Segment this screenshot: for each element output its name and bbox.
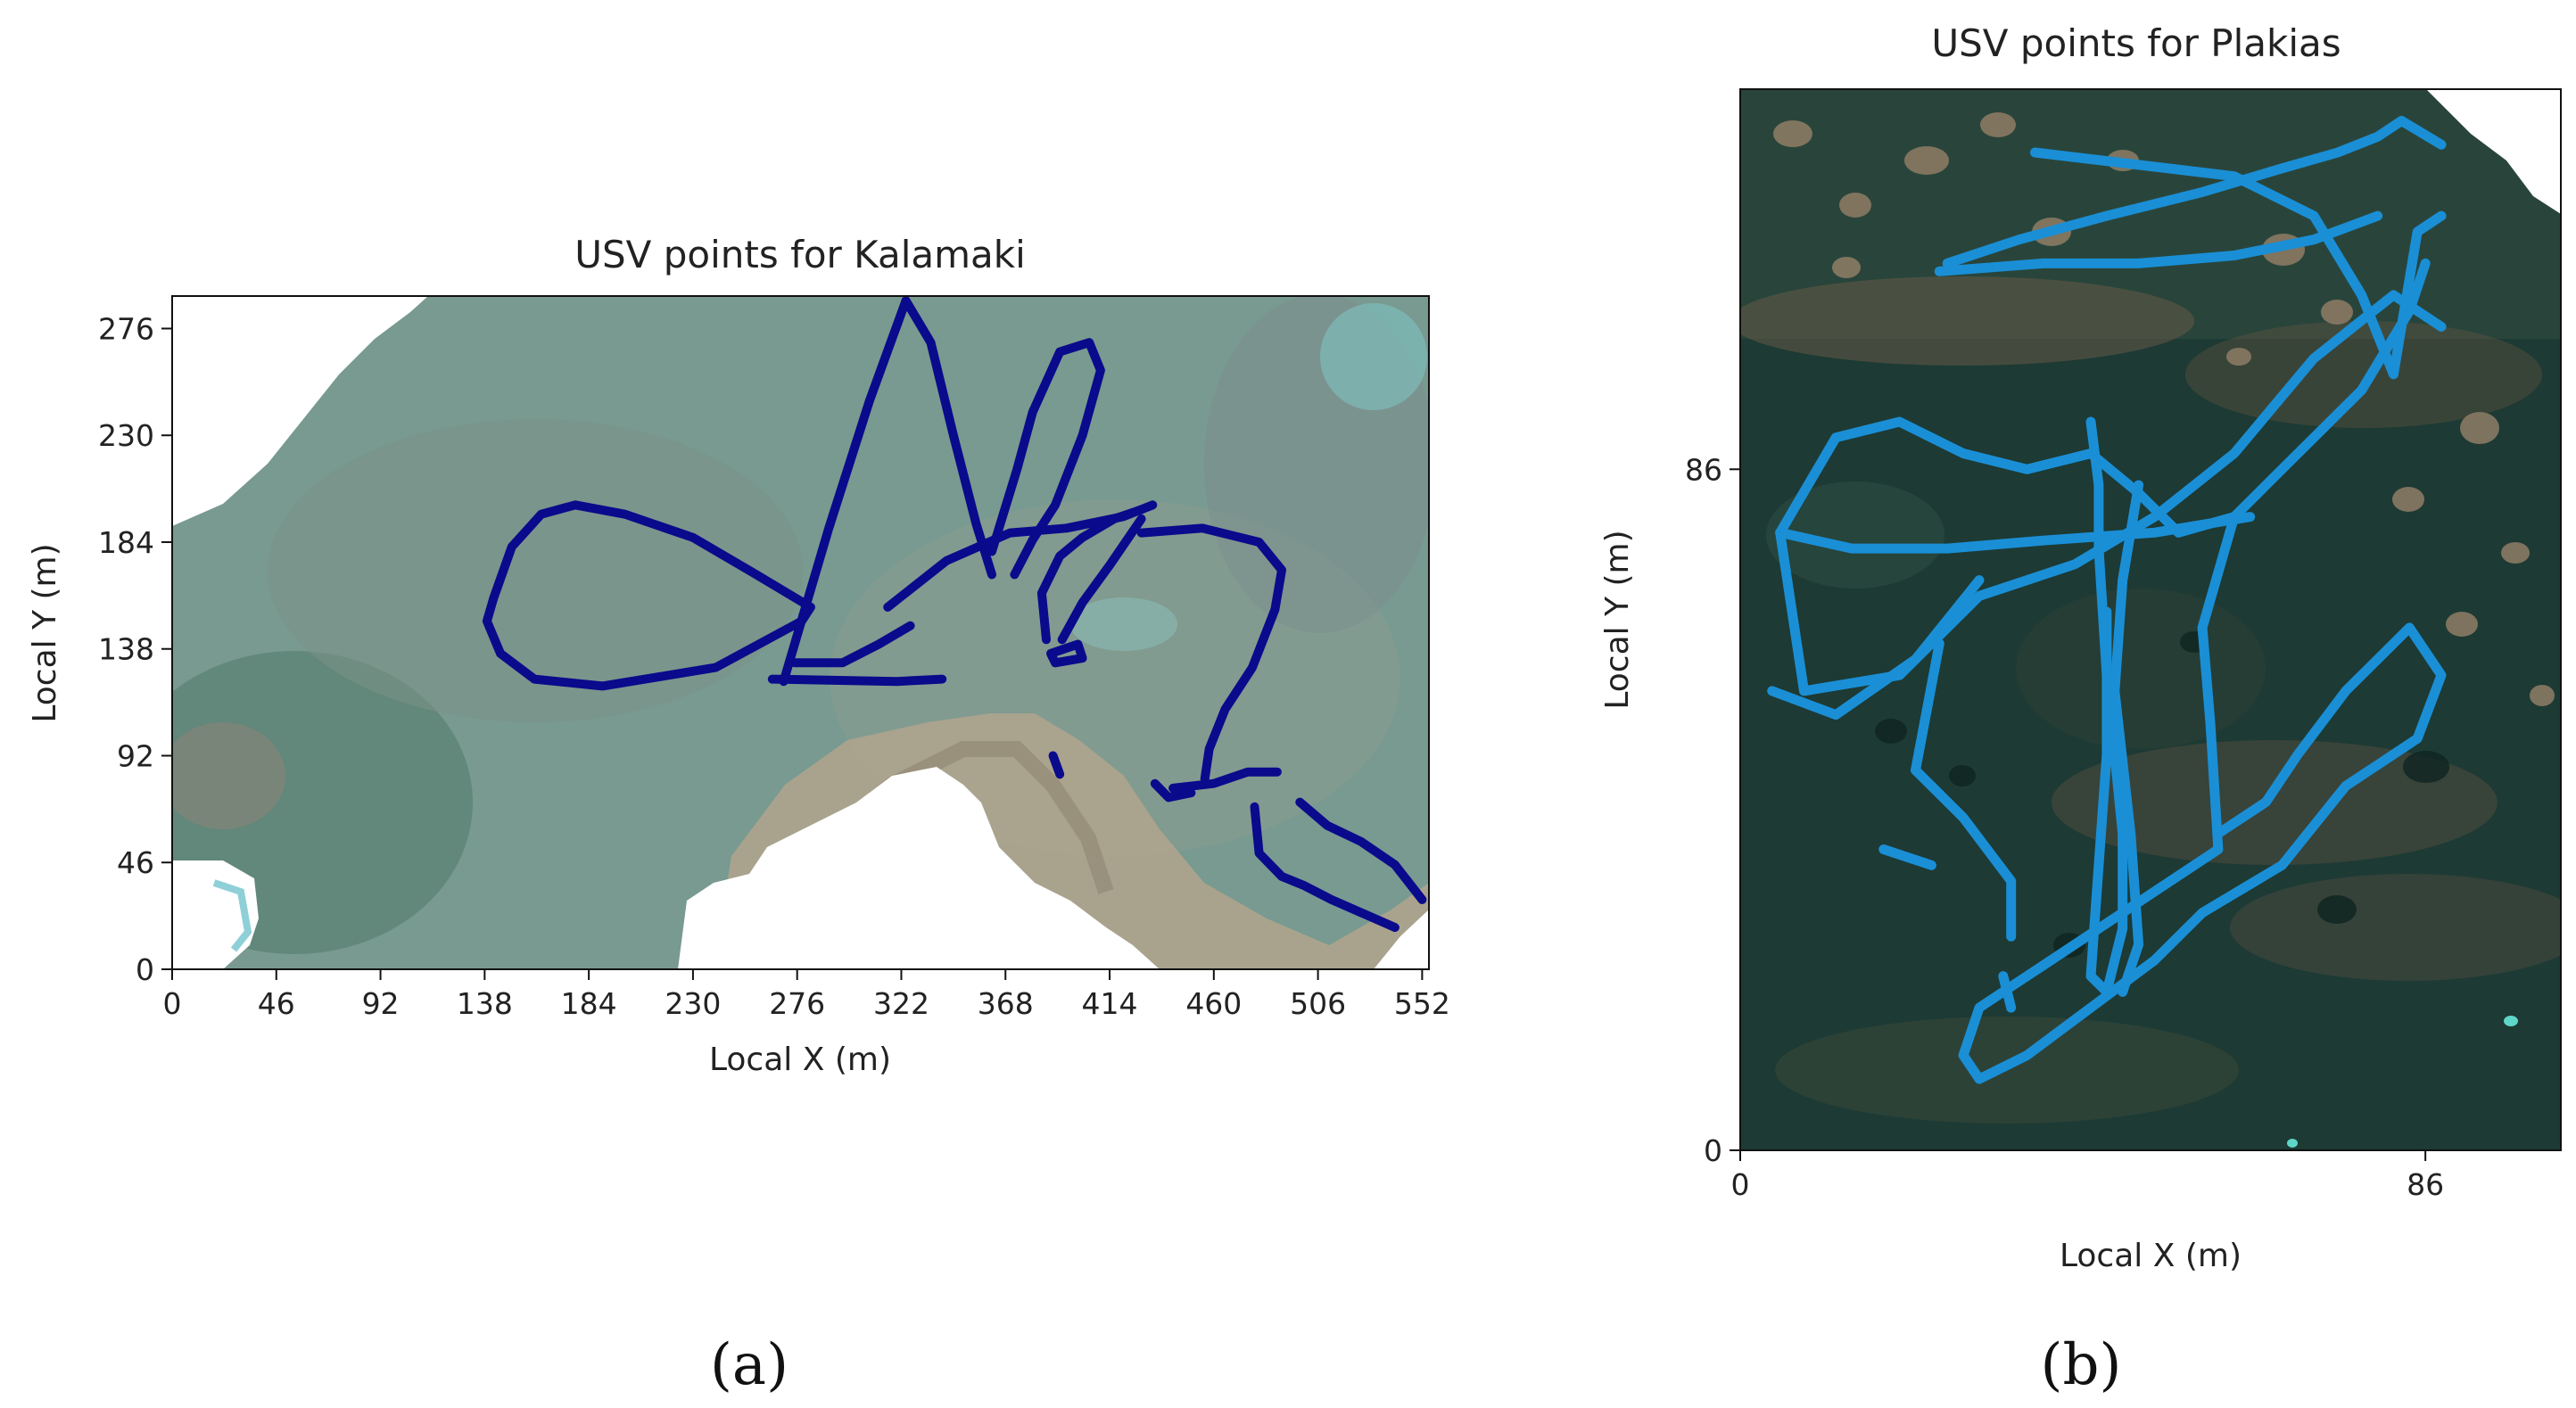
x-tick-label: 460	[1185, 986, 1242, 1021]
y-tick-label: 46	[117, 845, 154, 880]
x-tick-label: 322	[873, 986, 929, 1021]
x-tick-label: 506	[1290, 986, 1346, 1021]
y-tick-label: 276	[98, 311, 154, 346]
no-data-area	[172, 296, 428, 526]
y-tick-label: 92	[117, 738, 154, 773]
usv-track-kalamaki-2	[767, 674, 947, 687]
x-tick-label: 86	[2407, 1167, 2444, 1202]
x-axis-label-plakias: Local X (m)	[2060, 1238, 2242, 1274]
axes-frame	[1739, 88, 2562, 1151]
chart-kalamaki: USV points for Kalamaki 0 46 92 138 184 230 27…	[27, 233, 1450, 1398]
usv-track-plakias-2	[2030, 147, 2447, 380]
x-tick-label: 552	[1394, 986, 1450, 1021]
chart-title-plakias: USV points for Plakias	[1931, 21, 2341, 65]
usv-track-kalamaki-10	[1168, 767, 1282, 793]
ticks-plakias: 0 86 0 86	[1685, 452, 2444, 1202]
axes-frame	[171, 295, 1430, 970]
usv-track-kalamaki-13	[1295, 797, 1427, 904]
track-group-plakias	[1767, 116, 2447, 1084]
usv-track-kalamaki-11	[1150, 778, 1196, 803]
usv-track-plakias-3	[1775, 258, 2447, 696]
panel-label-b: (b)	[2041, 1332, 2122, 1398]
y-tick-label: 138	[98, 632, 154, 667]
usv-track-kalamaki-14	[1048, 751, 1065, 779]
panel-label-a: (a)	[710, 1332, 788, 1398]
usv-track-kalamaki-9	[1136, 523, 1286, 784]
y-tick-label: 86	[1685, 452, 1722, 487]
usv-track-plakias-8	[1958, 512, 2447, 1084]
usv-track-kalamaki-8	[1046, 639, 1087, 668]
x-tick-label: 184	[561, 986, 617, 1021]
x-axis-label-kalamaki: Local X (m)	[709, 1042, 891, 1078]
usv-track-kalamaki-3	[790, 621, 915, 668]
usv-track-plakias-0	[1942, 116, 2447, 268]
x-tick-label: 368	[978, 986, 1034, 1021]
usv-track-kalamaki-12	[1250, 802, 1399, 933]
y-axis-label-plakias: Local Y (m)	[1599, 530, 1636, 709]
y-tick-label: 0	[1704, 1133, 1722, 1168]
usv-track-kalamaki-5	[987, 338, 1105, 580]
y-tick-label: 184	[98, 525, 154, 560]
x-tick-label: 92	[362, 986, 400, 1021]
y-axis-label-kalamaki: Local Y (m)	[27, 543, 63, 722]
usv-track-plakias-9	[1911, 638, 2017, 942]
usv-track-kalamaki-0	[482, 500, 815, 691]
no-data-area	[678, 767, 1160, 969]
x-tick-label: 414	[1082, 986, 1138, 1021]
usv-track-kalamaki-1	[779, 296, 996, 687]
orthophoto-plakias	[1740, 89, 2561, 1150]
usv-track-plakias-4	[1775, 512, 2256, 554]
x-tick-label: 46	[258, 986, 295, 1021]
usv-track-plakias-5	[1767, 575, 1985, 720]
usv-track-kalamaki-6	[1036, 505, 1146, 645]
y-tick-label: 0	[136, 952, 154, 987]
usv-track-plakias-10	[1998, 971, 2017, 1013]
chart-title-kalamaki: USV points for Kalamaki	[574, 233, 1026, 276]
x-tick-label: 230	[665, 986, 721, 1021]
y-tick-label: 230	[98, 418, 154, 453]
ticks-kalamaki: 0 46 92 138 184 230 276 322 368 414 460 506 552 0 46 92…	[98, 311, 1450, 1021]
x-tick-label: 0	[1731, 1167, 1750, 1202]
track-group-kalamaki	[482, 296, 1427, 933]
usv-track-kalamaki-7	[1057, 514, 1146, 645]
chart-plakias: USV points for Plakias	[1599, 21, 2562, 1398]
usv-track-plakias-6	[2085, 416, 2128, 997]
x-tick-label: 0	[163, 986, 182, 1021]
usv-track-plakias-7	[2110, 480, 2144, 997]
x-tick-label: 276	[769, 986, 825, 1021]
usv-track-plakias-11	[1878, 844, 1936, 870]
x-tick-label: 138	[457, 986, 513, 1021]
